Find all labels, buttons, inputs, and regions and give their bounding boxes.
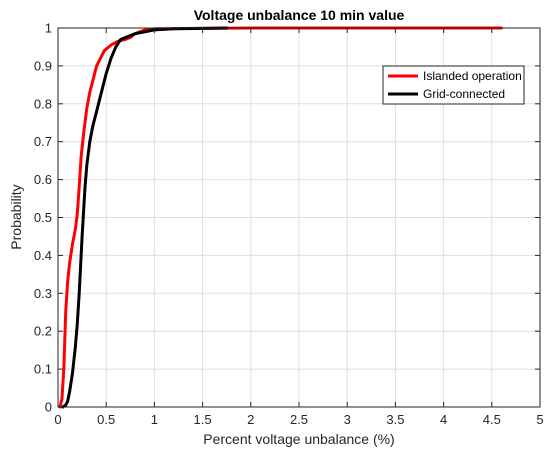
y-tick-label: 0.9 bbox=[34, 58, 52, 73]
y-tick-label: 0.1 bbox=[34, 362, 52, 377]
y-tick-label: 0.8 bbox=[34, 96, 52, 111]
x-tick-label: 3.5 bbox=[386, 412, 404, 427]
chart-title: Voltage unbalance 10 min value bbox=[194, 7, 405, 23]
legend-label-grid-connected: Grid-connected bbox=[423, 87, 505, 101]
y-tick-labels: 0 0.1 0.2 0.3 0.4 0.5 0.6 0.7 0.8 0.9 1 bbox=[34, 21, 52, 415]
y-tick-label: 0.3 bbox=[34, 286, 52, 301]
y-axis-label: Probability bbox=[8, 184, 24, 249]
x-tick-label: 1.5 bbox=[194, 412, 212, 427]
x-tick-label: 0 bbox=[54, 412, 61, 427]
x-tick-labels: 0 0.5 1 1.5 2 2.5 3 3.5 4 4.5 5 bbox=[54, 412, 543, 427]
y-tick-label: 0.5 bbox=[34, 210, 52, 225]
y-tick-label: 0.4 bbox=[34, 248, 52, 263]
x-tick-label: 5 bbox=[536, 412, 543, 427]
x-tick-label: 4.5 bbox=[483, 412, 501, 427]
legend: Islanded operation Grid-connected bbox=[383, 66, 524, 104]
x-tick-label: 2 bbox=[247, 412, 254, 427]
y-tick-label: 0.7 bbox=[34, 134, 52, 149]
y-tick-label: 0.6 bbox=[34, 172, 52, 187]
y-tick-label: 0 bbox=[45, 400, 52, 415]
x-tick-label: 1 bbox=[151, 412, 158, 427]
x-tick-label: 0.5 bbox=[97, 412, 115, 427]
legend-label-islanded: Islanded operation bbox=[423, 69, 522, 83]
y-tick-label: 1 bbox=[45, 21, 52, 36]
x-tick-label: 3 bbox=[344, 412, 351, 427]
x-tick-label: 4 bbox=[440, 412, 447, 427]
x-tick-label: 2.5 bbox=[290, 412, 308, 427]
y-tick-label: 0.2 bbox=[34, 324, 52, 339]
x-axis-label: Percent voltage unbalance (%) bbox=[203, 431, 394, 447]
